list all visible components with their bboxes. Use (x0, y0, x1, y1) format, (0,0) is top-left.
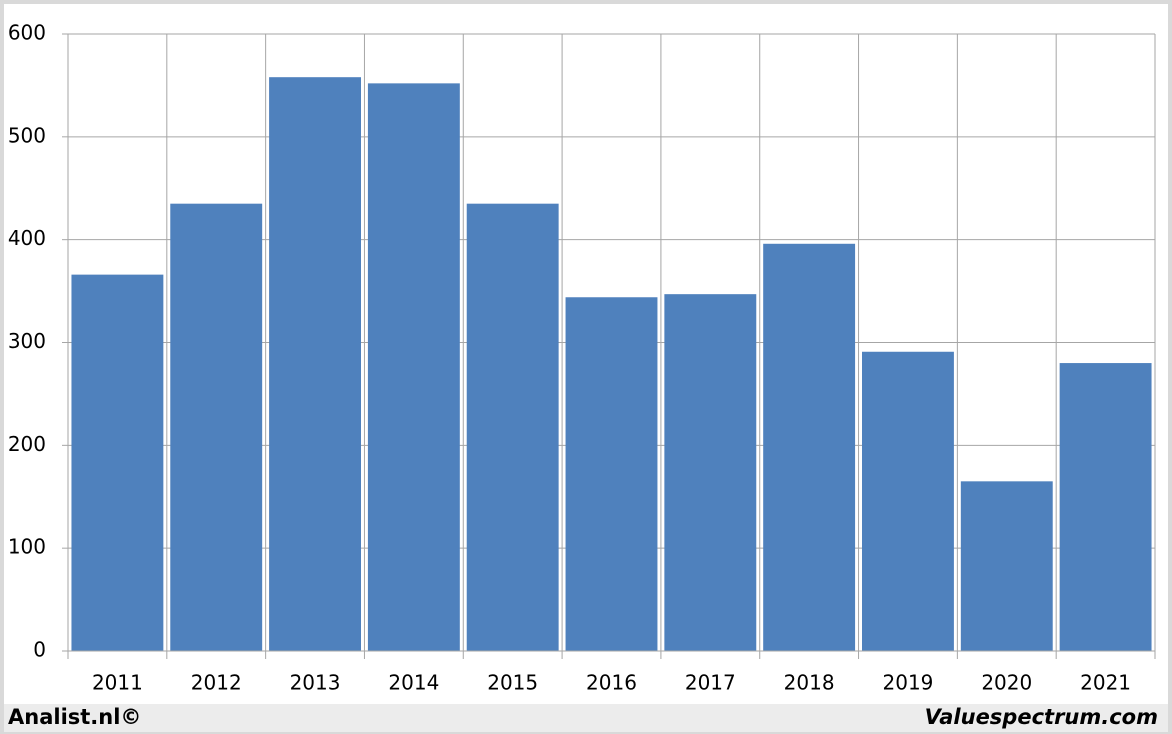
x-tick-label: 2013 (290, 671, 341, 695)
footer-right: Valuespectrum.com (925, 705, 1158, 729)
bar (1059, 363, 1152, 651)
footer-strip (4, 704, 1168, 732)
bar (170, 203, 263, 652)
y-tick-label: 200 (8, 432, 46, 456)
y-tick-label: 0 (33, 638, 46, 662)
bar (269, 77, 361, 651)
bar (862, 351, 954, 651)
bar (466, 203, 559, 652)
footer-left: Analist.nl© (8, 705, 141, 729)
x-tick-label: 2012 (191, 671, 242, 695)
x-tick-label: 2021 (1080, 671, 1131, 695)
x-tick-label: 2019 (883, 671, 934, 695)
y-tick-label: 400 (8, 226, 46, 250)
x-tick-label: 2011 (92, 671, 143, 695)
x-tick-label: 2014 (388, 671, 439, 695)
y-tick-label: 500 (8, 123, 46, 147)
y-tick-label: 600 (8, 21, 46, 45)
x-tick-label: 2016 (586, 671, 637, 695)
bar (367, 83, 460, 652)
x-tick-label: 2020 (981, 671, 1032, 695)
x-tick-label: 2017 (685, 671, 736, 695)
bar (960, 481, 1053, 651)
bar (664, 294, 757, 651)
y-tick-label: 300 (8, 329, 46, 353)
bar (565, 297, 658, 651)
bar (763, 243, 856, 651)
x-tick-label: 2018 (784, 671, 835, 695)
y-tick-label: 100 (8, 535, 46, 559)
bar (71, 274, 164, 651)
x-tick-label: 2015 (487, 671, 538, 695)
